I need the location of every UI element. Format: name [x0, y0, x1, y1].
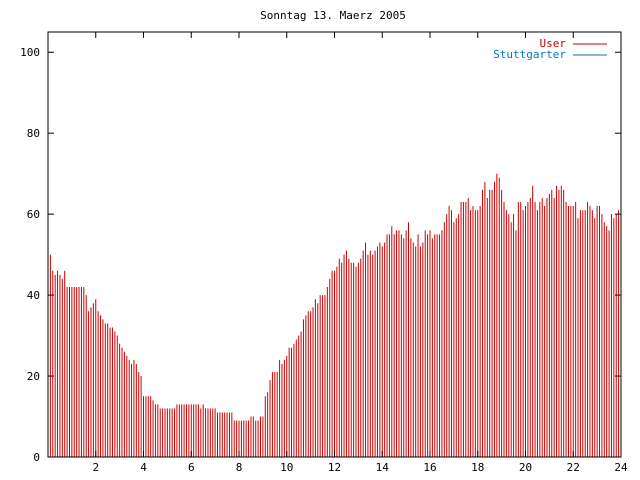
x-tick-label: 18 [471, 461, 484, 474]
bars [47, 173, 622, 457]
x-tick-label: 6 [188, 461, 195, 474]
y-tick-label: 60 [27, 208, 40, 221]
y-tick-label: 20 [27, 370, 40, 383]
x-tick-label: 20 [519, 461, 532, 474]
x-tick-label: 4 [140, 461, 147, 474]
x-tick-label: 22 [567, 461, 580, 474]
x-tick-label: 8 [236, 461, 243, 474]
y-tick-label: 80 [27, 127, 40, 140]
y-tick-label: 100 [20, 46, 40, 59]
x-tick-label: 12 [328, 461, 341, 474]
x-tick-label: 14 [376, 461, 390, 474]
x-tick-label: 2 [92, 461, 99, 474]
legend-label: Stuttgarter [493, 48, 566, 61]
legend-label: User [540, 37, 567, 50]
x-tick-label: 24 [614, 461, 628, 474]
chart-title: Sonntag 13. Maerz 2005 [260, 9, 406, 22]
x-tick-label: 16 [423, 461, 436, 474]
y-tick-label: 40 [27, 289, 40, 302]
y-tick-label: 0 [33, 451, 40, 464]
x-tick-label: 10 [280, 461, 293, 474]
